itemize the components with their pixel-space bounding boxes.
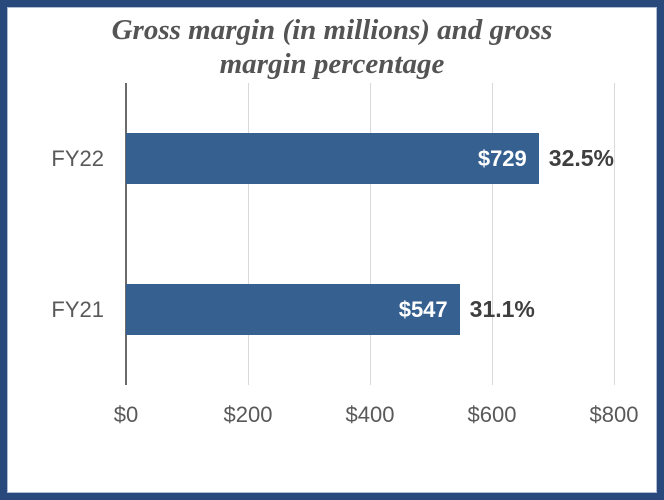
x-tick-label-200: $200 bbox=[223, 402, 273, 427]
x-tick-label-600: $600 bbox=[467, 402, 517, 427]
bar-row-fy22: FY22 $729 32.5% bbox=[51, 83, 614, 234]
bar-value-label-fy22: $729 bbox=[477, 145, 527, 171]
bar-fy22[interactable]: $729 bbox=[126, 133, 539, 184]
x-tick-label-0: $0 bbox=[113, 402, 139, 427]
y-axis-line bbox=[125, 83, 127, 385]
bar-row-fy21: FY21 $547 31.1% bbox=[51, 234, 614, 385]
pct-label-fy21: 31.1% bbox=[469, 296, 535, 322]
bar-fy21[interactable]: $547 bbox=[126, 284, 460, 335]
plot-area: FY22 $729 32.5% FY21 $547 31.1% bbox=[51, 83, 615, 385]
pct-label-fy22: 32.5% bbox=[548, 145, 614, 171]
bar-value-label-fy21: $547 bbox=[398, 296, 448, 322]
gridline-200 bbox=[248, 83, 249, 385]
gridline-800 bbox=[614, 83, 615, 385]
chart-title: Gross margin (in millions) and gross mar… bbox=[111, 14, 553, 80]
x-tick-label-800: $800 bbox=[589, 402, 639, 427]
category-label-fy22: FY22 bbox=[51, 145, 104, 171]
x-tick-label-400: $400 bbox=[345, 402, 395, 427]
gridline-400 bbox=[370, 83, 371, 385]
gridline-600 bbox=[492, 83, 493, 385]
x-axis-labels: $0 $200 $400 $600 $800 bbox=[114, 402, 639, 430]
category-label-fy21: FY21 bbox=[51, 296, 104, 322]
